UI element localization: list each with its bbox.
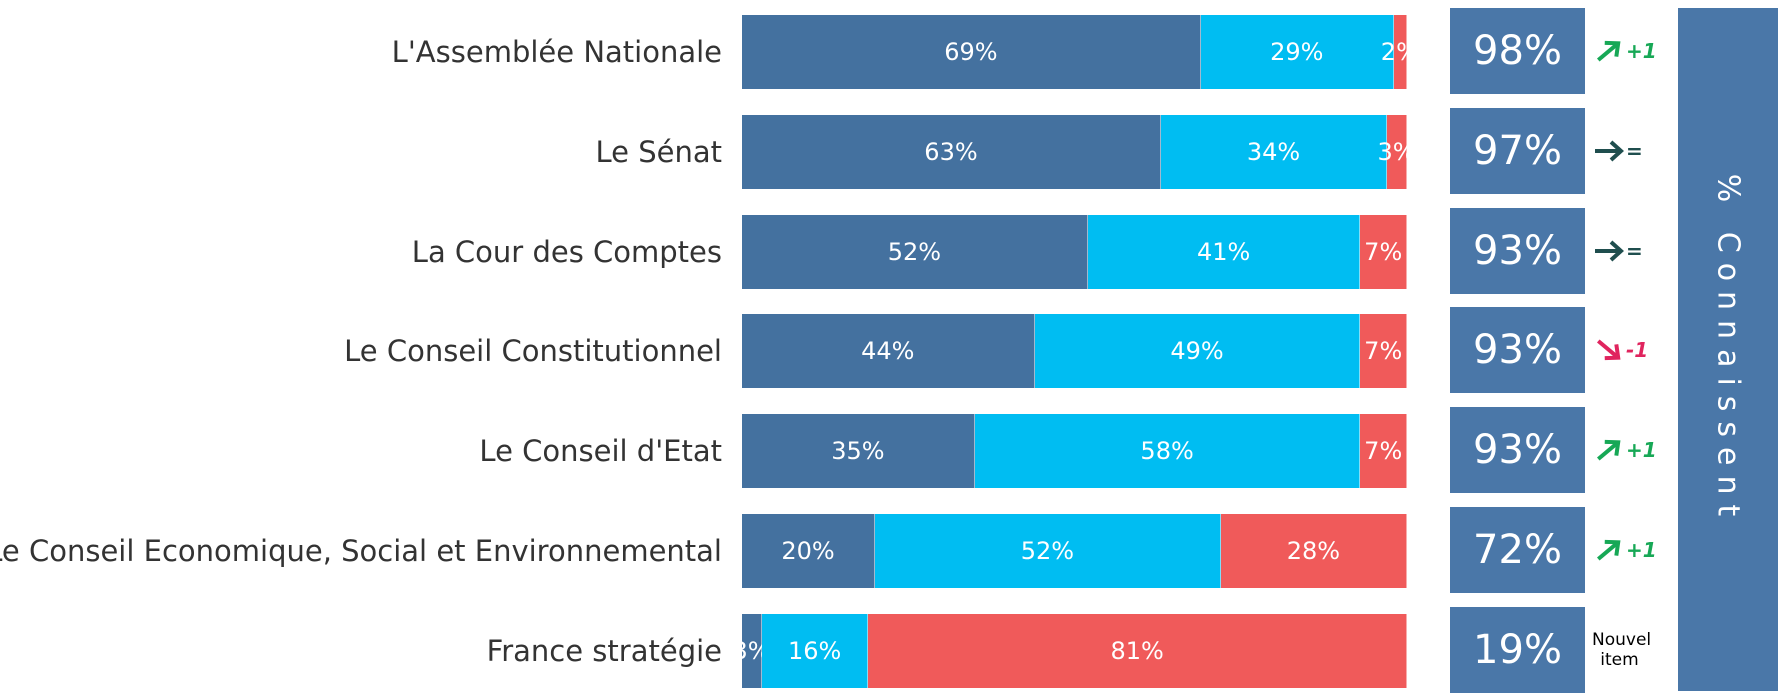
trend: = <box>1592 208 1662 294</box>
data-label: 20% <box>781 537 835 565</box>
bar-segment: 81% <box>868 613 1407 688</box>
known-box: 93% <box>1450 207 1585 294</box>
bar-segment: 7% <box>1360 414 1407 489</box>
trend-label: +1 <box>1626 39 1657 63</box>
bar-segment: 2% <box>1381 15 1407 89</box>
trend-label: +1 <box>1626 438 1657 463</box>
trend: +1 <box>1592 507 1662 593</box>
trend: = <box>1592 108 1662 194</box>
trend-label: = <box>1626 138 1643 163</box>
bar-segment: 3% <box>1377 114 1407 189</box>
trend-arrow <box>1596 40 1621 62</box>
bar-segment: 7% <box>1360 214 1407 289</box>
trend-label: = <box>1626 238 1643 263</box>
bar-segment: 29% <box>1200 15 1394 89</box>
data-label: 7% <box>1364 337 1403 366</box>
bar-segment: 34% <box>1160 114 1388 189</box>
data-label: 29% <box>1270 38 1324 66</box>
known-label: 93% <box>1473 227 1562 274</box>
trend-arrow <box>1595 140 1624 162</box>
known-label: 19% <box>1473 626 1562 673</box>
trend: -1 <box>1592 307 1662 393</box>
known-box: 97% <box>1450 107 1585 194</box>
trend-arrow <box>1595 240 1624 262</box>
bar-row: 69% 29% 2% <box>742 15 1407 89</box>
data-label: 16% <box>787 636 842 665</box>
bar-segment: 16% <box>761 613 869 688</box>
bar-segment: 3% <box>742 613 771 688</box>
known-box: 72% <box>1450 507 1585 593</box>
data-label: 52% <box>1020 537 1075 565</box>
category-label: Le Conseil Constitutionnel <box>344 334 722 369</box>
bar-segment: 69% <box>742 15 1201 89</box>
bar-row: 20% 52% 28% <box>742 514 1407 588</box>
bar-segment: 41% <box>1087 214 1361 289</box>
bar-segment: 28% <box>1220 514 1407 588</box>
known-box: 98% <box>1450 8 1585 94</box>
data-label: 34% <box>1246 137 1301 166</box>
known-box: 19% <box>1450 606 1585 693</box>
bar-segment: 49% <box>1034 314 1361 389</box>
side-label: % Connaissent <box>1710 173 1746 526</box>
bar-row: 52% 41% 7% <box>742 214 1407 289</box>
known-label: 93% <box>1473 327 1562 374</box>
data-label: 3% <box>1377 137 1407 166</box>
trend-label: +1 <box>1626 538 1657 562</box>
data-label: 63% <box>924 137 978 166</box>
data-label: 49% <box>1170 337 1224 366</box>
category-label: L'Assemblée Nationale <box>391 35 722 69</box>
data-label: 58% <box>1140 437 1194 466</box>
trend: +1 <box>1592 407 1662 493</box>
category-label: Le Sénat <box>595 134 722 169</box>
data-label: 35% <box>831 437 885 466</box>
known-label: 97% <box>1473 127 1562 174</box>
category-label: Le Conseil Economique, Social et Environ… <box>0 534 722 568</box>
side-panel: % Connaissent <box>1678 8 1778 691</box>
data-label: 7% <box>1364 237 1403 266</box>
bar-segment: 52% <box>875 514 1221 588</box>
trend-arrow <box>1596 440 1621 461</box>
data-label: 44% <box>861 337 915 366</box>
bar-segment: 63% <box>742 114 1161 189</box>
bar-row: 35% 58% 7% <box>742 414 1407 489</box>
known-label: 98% <box>1473 28 1562 74</box>
bar-segment: 52% <box>742 214 1088 289</box>
bar-segment: 7% <box>1360 314 1407 389</box>
data-label: 69% <box>944 38 998 66</box>
category-label: France stratégie <box>486 633 722 668</box>
trend-arrow <box>1596 339 1621 361</box>
known-box: 93% <box>1450 407 1585 494</box>
data-label: 41% <box>1196 237 1251 266</box>
bar-segment: 35% <box>742 414 975 489</box>
bar-segment: 20% <box>742 514 875 588</box>
data-label: 7% <box>1364 437 1403 466</box>
known-box: 93% <box>1450 307 1585 394</box>
category-label: Le Conseil d'Etat <box>479 434 722 469</box>
bar-segment: 58% <box>974 414 1361 489</box>
data-label: 52% <box>887 237 942 266</box>
data-label: 81% <box>1110 636 1164 665</box>
trend-arrow <box>1596 539 1621 561</box>
bar-row: 3% 16% 81% <box>742 613 1407 688</box>
data-label: 2% <box>1380 38 1407 66</box>
trend-label: Nouvel item <box>1592 629 1652 670</box>
known-label: 93% <box>1473 427 1562 474</box>
bar-segment: 44% <box>742 314 1035 389</box>
bar-row: 44% 49% 7% <box>742 314 1407 389</box>
known-label: 72% <box>1473 527 1562 573</box>
bar-row: 63% 34% 3% <box>742 114 1407 189</box>
trend: Nouvel item <box>1592 607 1662 693</box>
data-label: 28% <box>1286 537 1341 565</box>
trend-label: -1 <box>1626 338 1649 363</box>
trend: +1 <box>1592 8 1662 94</box>
category-label: La Cour des Comptes <box>411 234 722 269</box>
